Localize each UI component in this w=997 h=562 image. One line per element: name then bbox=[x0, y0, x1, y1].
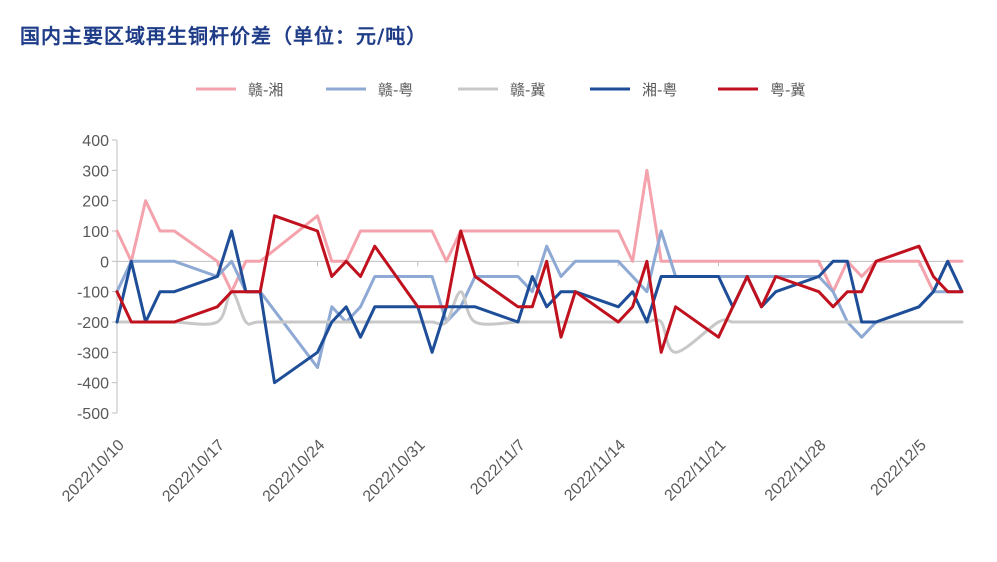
series-line-5 bbox=[115, 214, 964, 354]
x-tick-label: 2022/12/5 bbox=[868, 437, 930, 499]
y-tick-label: -500 bbox=[77, 406, 109, 423]
series-layer bbox=[115, 168, 964, 385]
y-tick-label: 400 bbox=[82, 133, 109, 150]
y-tick-label: -200 bbox=[77, 315, 109, 332]
y-tick-label: -100 bbox=[77, 285, 109, 302]
x-tick-label: 2022/11/28 bbox=[762, 437, 830, 505]
y-axis: 400 300 200 100 0 -100 -200 -300 -400 -500 bbox=[77, 133, 118, 423]
x-tick-label: 2022/10/17 bbox=[159, 437, 228, 506]
x-tick-label: 2022/11/14 bbox=[561, 437, 629, 505]
chart-title: 国内主要区域再生铜杆价差（单位：元/吨） bbox=[20, 24, 427, 48]
legend-label: 赣-湘 bbox=[248, 81, 283, 99]
legend-label: 赣-冀 bbox=[510, 81, 545, 99]
x-tick-label: 2022/10/24 bbox=[260, 437, 329, 506]
y-tick-label: 0 bbox=[100, 254, 109, 271]
y-tick-label: -400 bbox=[77, 376, 109, 393]
x-tick-label: 2022/11/21 bbox=[662, 437, 730, 505]
x-tick-label: 2022/10/10 bbox=[59, 437, 128, 506]
series-line-2 bbox=[115, 229, 964, 369]
x-tick-label: 2022/10/31 bbox=[360, 437, 429, 506]
y-tick-label: -300 bbox=[77, 345, 109, 362]
legend-label: 湘-粤 bbox=[642, 81, 677, 99]
y-tick-label: 200 bbox=[82, 194, 109, 211]
legend: 赣-湘 赣-粤 赣-冀 湘-粤 粤-冀 bbox=[196, 81, 805, 99]
series-line-4 bbox=[115, 229, 964, 385]
legend-label: 粤-冀 bbox=[770, 81, 805, 99]
legend-label: 赣-粤 bbox=[378, 81, 413, 99]
y-tick-label: 100 bbox=[82, 224, 109, 241]
y-tick-label: 300 bbox=[82, 163, 109, 180]
series-line-3 bbox=[115, 290, 964, 354]
x-tick-label: 2022/11/7 bbox=[467, 437, 529, 499]
